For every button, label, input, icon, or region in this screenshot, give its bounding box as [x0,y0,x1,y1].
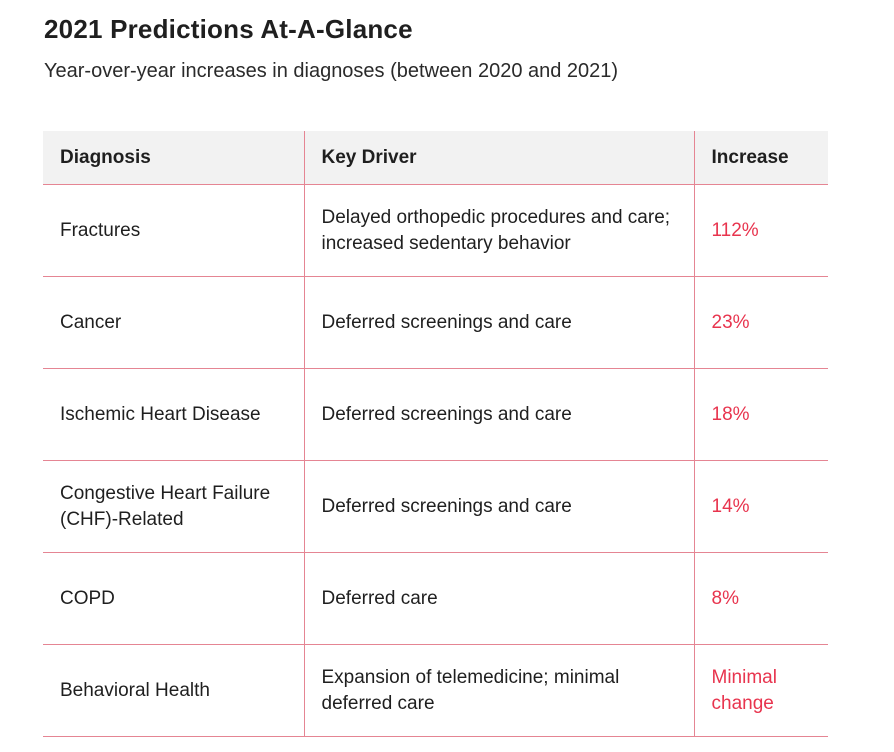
table-row: Behavioral Health Expansion of telemedic… [43,644,828,737]
diagnosis-cell: Cancer [43,276,304,369]
table-row: Congestive Heart Failure (CHF)-Related D… [43,460,828,553]
increase-cell: 18% [693,368,828,461]
table-row: Cancer Deferred screenings and care 23% [43,276,828,369]
increase-cell: 112% [693,184,828,277]
increase-cell: 23% [693,276,828,369]
table-row: Ischemic Heart Disease Deferred screenin… [43,368,828,461]
diagnosis-cell: Fractures [43,184,304,277]
key-driver-cell: Expansion of telemedicine; minimal defer… [303,644,694,737]
table-header-row: Diagnosis Key Driver Increase [43,131,828,185]
table-row: Fractures Delayed orthopedic procedures … [43,184,828,277]
increase-cell: 8% [693,552,828,645]
page-subtitle: Year-over-year increases in diagnoses (b… [44,60,619,82]
table-row: COPD Deferred care 8% [43,552,828,645]
header-diagnosis: Diagnosis [43,131,304,185]
diagnosis-cell: Ischemic Heart Disease [43,368,304,461]
key-driver-cell: Deferred care [303,552,694,645]
diagnosis-cell: COPD [43,552,304,645]
increase-cell: 14% [693,460,828,553]
increase-cell: Minimal change [693,644,828,737]
header-key-driver: Key Driver [303,131,694,185]
page-title: 2021 Predictions At-A-Glance [44,14,413,44]
key-driver-cell: Deferred screenings and care [303,460,694,553]
key-driver-cell: Deferred screenings and care [303,368,694,461]
diagnosis-cell: Congestive Heart Failure (CHF)-Related [43,460,304,553]
header-increase: Increase [693,131,828,185]
predictions-table: Diagnosis Key Driver Increase Fractures … [43,131,828,737]
diagnosis-cell: Behavioral Health [43,644,304,737]
key-driver-cell: Deferred screenings and care [303,276,694,369]
key-driver-cell: Delayed orthopedic procedures and care; … [303,184,694,277]
